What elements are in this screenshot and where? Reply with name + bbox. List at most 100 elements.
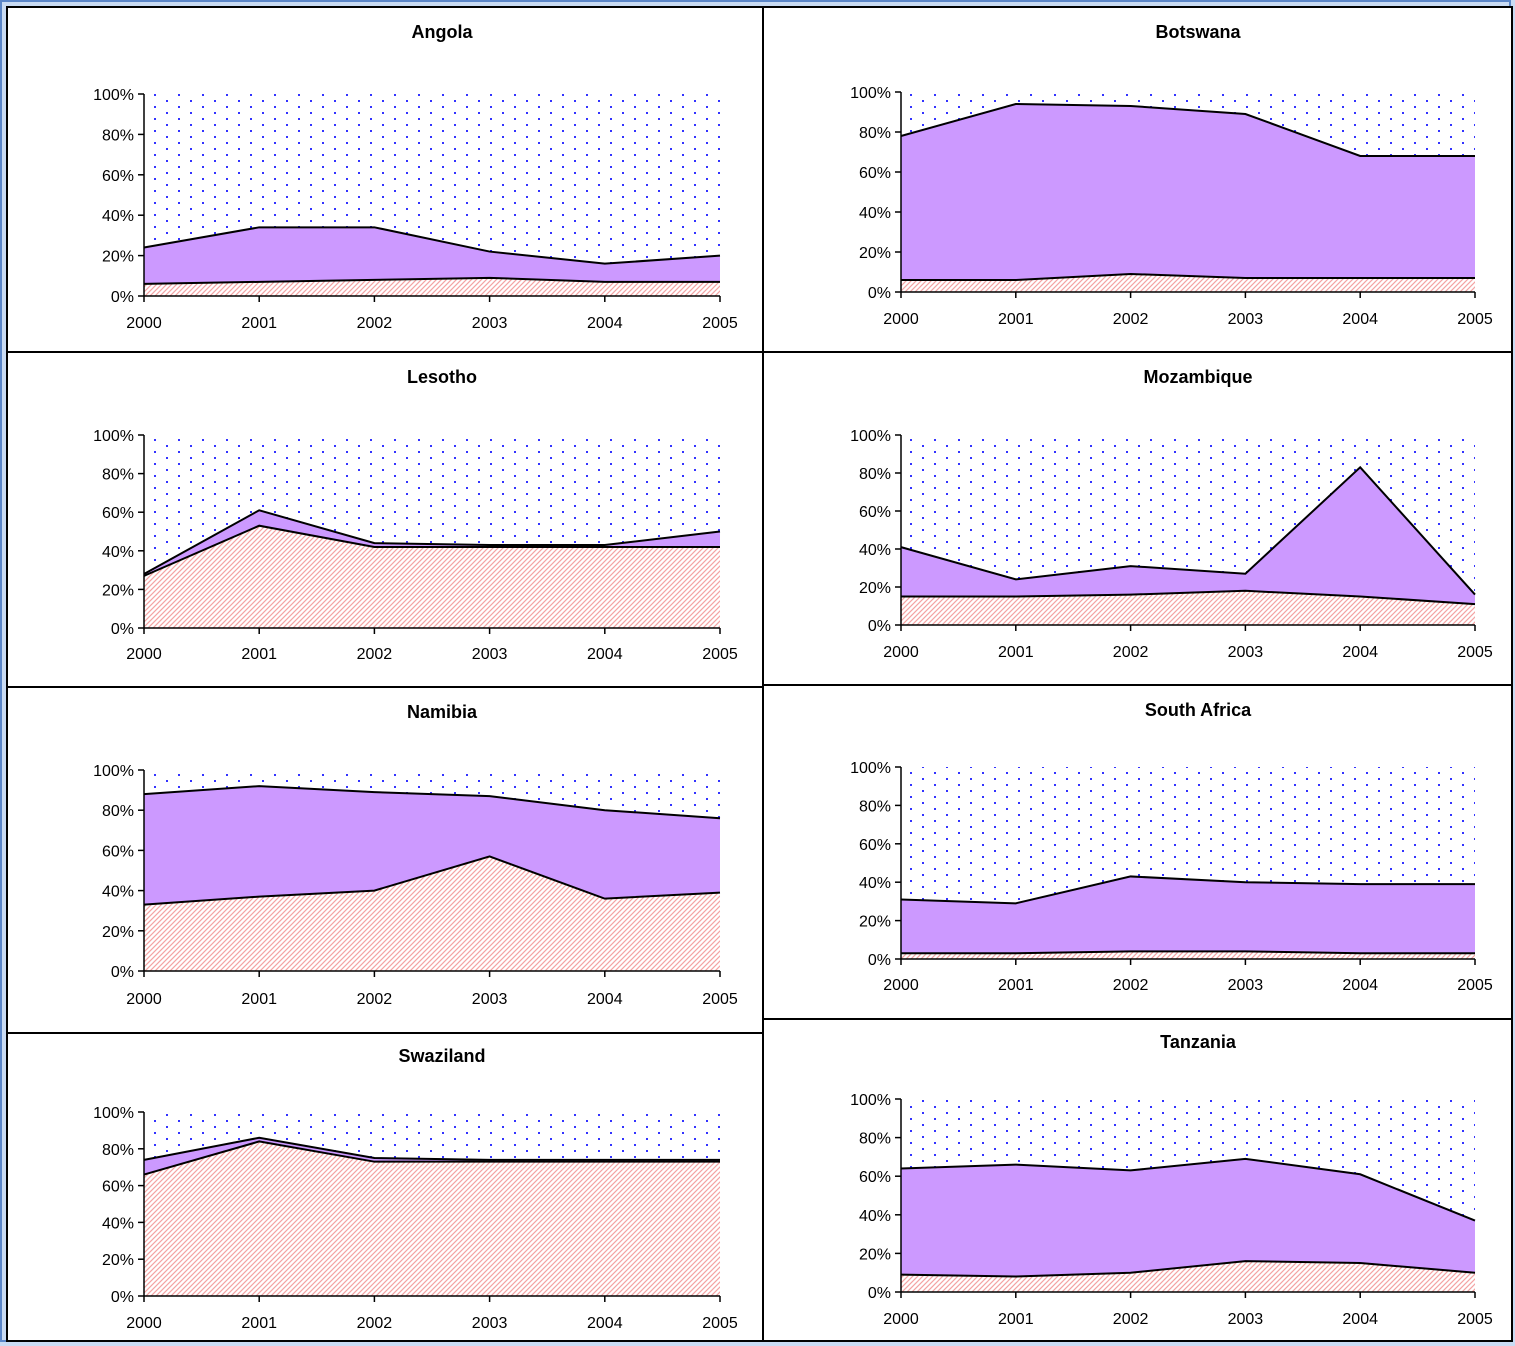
x-tick-label: 2004 xyxy=(1342,977,1378,994)
x-tick-label: 2001 xyxy=(241,646,277,663)
x-tick-label: 2005 xyxy=(702,991,738,1008)
chart-title: Swaziland xyxy=(398,1046,485,1066)
chart-title: South Africa xyxy=(1145,700,1252,720)
x-tick-label: 2001 xyxy=(241,315,277,332)
y-tick-label: 20% xyxy=(859,914,891,931)
x-tick-label: 2002 xyxy=(357,315,393,332)
series-bottom-area xyxy=(901,590,1475,625)
y-tick-label: 20% xyxy=(102,249,134,266)
y-tick-label: 40% xyxy=(102,1215,134,1232)
series-bottom-line xyxy=(143,855,721,906)
x-tick-label: 2004 xyxy=(587,315,623,332)
series-bottom-line xyxy=(143,276,720,285)
series-bottom-line xyxy=(143,524,720,577)
x-tick-label: 2005 xyxy=(702,315,738,332)
series-bottom-line xyxy=(901,272,1475,281)
y-tick-label: 40% xyxy=(859,205,891,222)
y-tick-label: 0% xyxy=(868,285,891,302)
x-tick-label: 2000 xyxy=(883,977,919,994)
y-tick-label: 0% xyxy=(868,618,891,635)
series-middle-area xyxy=(901,467,1475,625)
series-top-line xyxy=(900,1157,1476,1222)
y-tick-label: 40% xyxy=(102,544,134,561)
x-tick-label: 2001 xyxy=(998,644,1034,661)
y-tick-label: 60% xyxy=(859,837,891,854)
series-middle-area xyxy=(901,104,1475,292)
x-tick-label: 2004 xyxy=(1342,1311,1378,1328)
y-tick-label: 20% xyxy=(102,924,134,941)
y-tick-label: 0% xyxy=(111,964,134,981)
y-tick-label: 100% xyxy=(850,428,891,445)
x-tick-label: 2005 xyxy=(1457,311,1493,328)
series-bottom-area xyxy=(901,1261,1475,1292)
series-top-line xyxy=(143,1136,720,1161)
y-tick-label: 100% xyxy=(93,428,134,445)
series-bottom-line xyxy=(143,1140,720,1176)
y-tick-label: 0% xyxy=(868,952,891,969)
chart-tanzania: Tanzania 0% 20% 40% 60% 80% 100% 2000 2001 2002 20… xyxy=(850,1032,1493,1328)
x-tick-label: 2001 xyxy=(998,1311,1034,1328)
x-tick-label: 2000 xyxy=(883,1311,919,1328)
y-tick-label: 80% xyxy=(859,798,891,815)
x-tick-label: 2000 xyxy=(883,311,919,328)
y-tick-label: 20% xyxy=(102,582,134,599)
x-tick-label: 2003 xyxy=(472,1315,508,1332)
y-tick-label: 20% xyxy=(859,580,891,597)
series-bottom-area xyxy=(144,856,720,971)
x-tick-label: 2004 xyxy=(587,1315,623,1332)
panel-angola: Angola 0% 20% 40% 60% 80% 100% 2000 2001 2002 2003… xyxy=(6,6,764,353)
panel-south-africa: South Africa 0% 20% 40% 60% 80% 100% 2000 2001 20… xyxy=(762,684,1513,1020)
series-top-line xyxy=(900,875,1475,905)
series-top-line xyxy=(143,226,721,265)
x-tick-label: 2005 xyxy=(1457,644,1493,661)
x-tick-label: 2002 xyxy=(1113,977,1149,994)
x-tick-label: 2001 xyxy=(998,977,1034,994)
y-tick-label: 100% xyxy=(850,760,891,777)
series-bottom-line xyxy=(901,950,1475,955)
y-tick-label: 20% xyxy=(859,1246,891,1263)
y-tick-label: 40% xyxy=(859,1208,891,1225)
y-tick-label: 80% xyxy=(859,125,891,142)
x-tick-label: 2002 xyxy=(357,646,393,663)
x-tick-label: 2000 xyxy=(883,644,919,661)
x-tick-label: 2003 xyxy=(1228,311,1264,328)
y-tick-label: 100% xyxy=(93,87,134,104)
chart-south-africa: South Africa 0% 20% 40% 60% 80% 100% 2000 2001 20… xyxy=(850,700,1493,994)
x-tick-label: 2005 xyxy=(1457,1311,1493,1328)
y-tick-label: 40% xyxy=(102,884,134,901)
chart-mozambique: Mozambique 0% 20% 40% 60% 80% 100% 2000 2001 2002… xyxy=(850,367,1493,661)
y-tick-label: 80% xyxy=(859,466,891,483)
y-tick-label: 60% xyxy=(102,843,134,860)
y-tick-label: 80% xyxy=(859,1131,891,1148)
x-tick-label: 2005 xyxy=(1457,977,1493,994)
x-tick-label: 2004 xyxy=(1342,644,1378,661)
x-tick-label: 2003 xyxy=(472,315,508,332)
x-tick-label: 2000 xyxy=(126,646,162,663)
x-tick-label: 2001 xyxy=(241,1315,277,1332)
y-tick-label: 80% xyxy=(102,467,134,484)
x-tick-label: 2003 xyxy=(1228,1311,1264,1328)
y-tick-label: 0% xyxy=(868,1285,891,1302)
x-tick-label: 2000 xyxy=(126,1315,162,1332)
y-tick-label: 60% xyxy=(859,165,891,182)
panel-tanzania: Tanzania 0% 20% 40% 60% 80% 100% 2000 2001 2002 20… xyxy=(762,1018,1513,1342)
x-tick-label: 2002 xyxy=(357,991,393,1008)
x-tick-label: 2002 xyxy=(1113,644,1149,661)
x-tick-label: 2003 xyxy=(1228,644,1264,661)
y-tick-label: 20% xyxy=(859,245,891,262)
series-top-line xyxy=(900,465,1476,596)
x-tick-label: 2000 xyxy=(126,315,162,332)
chart-lesotho: Lesotho 0% 20% 40% 60% 80% 100% 2000 2001 2002 200… xyxy=(93,367,738,663)
y-tick-label: 100% xyxy=(93,1105,134,1122)
chart-botswana: Botswana 0% 20% 40% 60% 80% 100% 2000 2001 2002 20… xyxy=(850,22,1493,328)
series-bottom-line xyxy=(901,589,1476,606)
x-tick-label: 2003 xyxy=(472,646,508,663)
chart-title: Mozambique xyxy=(1143,367,1252,387)
x-tick-label: 2004 xyxy=(1342,311,1378,328)
y-tick-label: 100% xyxy=(93,763,134,780)
y-tick-label: 0% xyxy=(111,289,134,306)
y-tick-label: 40% xyxy=(102,208,134,225)
series-bottom-area xyxy=(144,1141,720,1296)
y-tick-label: 20% xyxy=(102,1252,134,1269)
series-middle-area xyxy=(144,227,720,296)
